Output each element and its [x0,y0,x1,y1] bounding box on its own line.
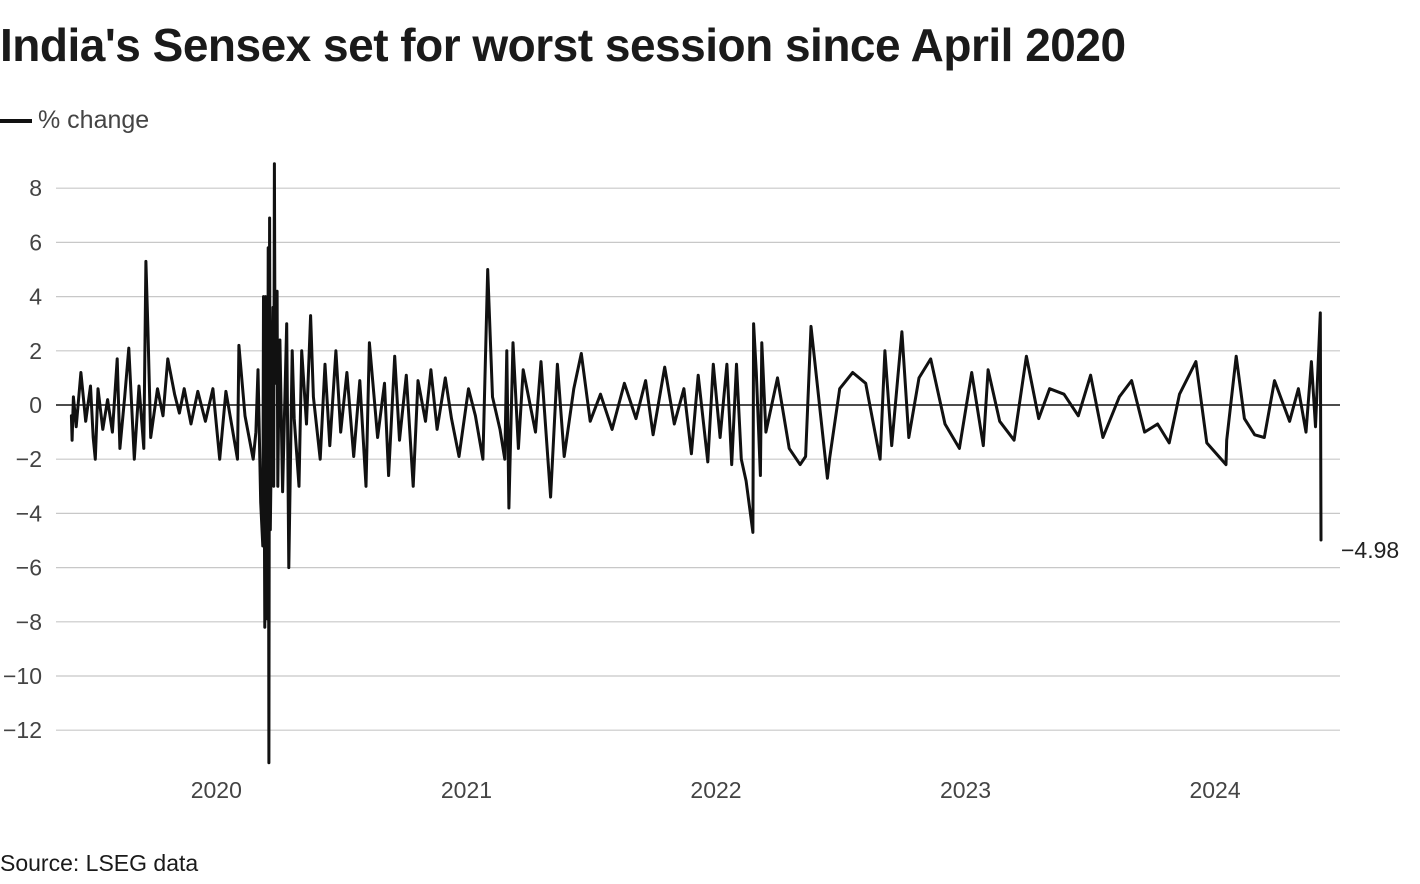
end-value-label: −4.98 [1341,537,1399,563]
gridlines [56,187,1340,731]
y-tick-label: −4 [16,500,42,526]
y-tick-label: 4 [29,284,42,310]
y-tick-label: −10 [3,663,42,689]
x-tick-label: 2023 [940,777,991,803]
legend: % change [0,106,149,135]
y-tick-label: −2 [16,446,42,472]
legend-line-swatch [0,118,32,123]
y-tick-label: −8 [16,609,42,635]
line-chart: 8 6 4 2 0 −2 −4 −6 −8 −10 −12 2020 2021 2022 2023 2024… [3,162,1399,803]
legend-label: % change [38,106,150,134]
y-tick-label: 8 [29,175,42,201]
source-note: Source: LSEG data [0,850,199,876]
chart-title: India's Sensex set for worst session sin… [0,19,1126,71]
x-tick-label: 2021 [441,777,492,803]
y-tick-label: 0 [29,392,42,418]
y-axis-tick-labels: 8 6 4 2 0 −2 −4 −6 −8 −10 −12 [3,175,42,743]
y-tick-label: 2 [29,338,42,364]
x-axis-tick-labels: 2020 2021 2022 2023 2024 [191,777,1241,803]
series-group [69,162,1323,765]
x-tick-label: 2020 [191,777,242,803]
y-tick-label: −6 [16,555,42,581]
series-line-pct-change [69,162,1323,765]
x-tick-label: 2024 [1189,777,1240,803]
y-tick-label: 6 [29,229,42,255]
y-tick-label: −12 [3,717,42,743]
x-tick-label: 2022 [690,777,741,803]
annotations: −4.98 [1341,537,1399,563]
